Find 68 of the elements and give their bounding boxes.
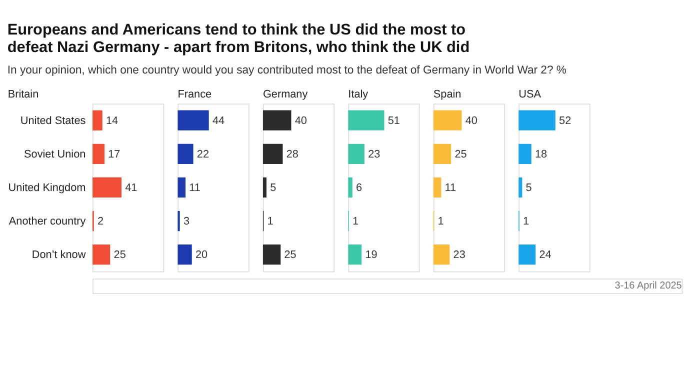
bar xyxy=(178,177,186,198)
data-label: 20 xyxy=(195,249,208,262)
text: Europeans and Americans tend to think the US did the most to defeat Nazi Germany - apart from Britons, who think the UK did xyxy=(7,22,470,56)
data-label: 19 xyxy=(365,249,378,262)
bar xyxy=(178,110,209,130)
data-label: 22 xyxy=(196,148,210,161)
bar xyxy=(348,144,364,164)
y-tick-label: United States xyxy=(20,115,86,127)
data-label: 6 xyxy=(356,182,362,194)
bar xyxy=(348,244,362,265)
chart-title: Britain xyxy=(8,88,39,100)
data-label: 25 xyxy=(114,249,126,262)
data-label: 40 xyxy=(465,115,478,127)
bar xyxy=(433,244,450,265)
data-label: 25 xyxy=(454,148,467,161)
bar xyxy=(178,244,192,265)
data-label: 3 xyxy=(183,216,190,228)
bar xyxy=(518,110,556,130)
y-tick-label: Soviet Union xyxy=(24,148,86,161)
bar xyxy=(92,244,110,265)
data-label: 24 xyxy=(539,249,552,262)
bar xyxy=(178,144,194,164)
data-label: 25 xyxy=(284,249,296,262)
data-label: 5 xyxy=(270,182,276,194)
bar xyxy=(518,244,536,265)
data-label: 2 xyxy=(98,216,104,228)
bar xyxy=(262,177,266,198)
bar xyxy=(433,144,452,164)
bar xyxy=(92,110,102,130)
bar xyxy=(518,177,522,198)
bar xyxy=(348,110,384,130)
bar xyxy=(262,144,283,164)
data-label: 23 xyxy=(368,148,380,161)
data-label: 1 xyxy=(522,216,530,228)
bar xyxy=(518,144,532,164)
bar xyxy=(433,110,462,130)
data-label: 41 xyxy=(125,182,138,194)
text: 3-16 April 2025 xyxy=(614,280,682,292)
bar xyxy=(262,110,292,130)
data-label: 40 xyxy=(294,115,307,127)
data-label: 44 xyxy=(212,115,225,127)
data-label: 23 xyxy=(453,249,466,262)
data-label: 11 xyxy=(189,182,200,194)
data-label: 51 xyxy=(388,115,400,127)
chart-title: Spain xyxy=(433,88,462,100)
chart-title: Italy xyxy=(348,88,369,100)
chart-title: Germany xyxy=(262,88,308,100)
data-label: 17 xyxy=(108,148,120,161)
data-label: 18 xyxy=(534,148,548,161)
bar xyxy=(92,144,105,164)
data-label: 52 xyxy=(559,115,572,127)
data-label: 11 xyxy=(444,182,456,194)
chart-title: France xyxy=(178,88,212,100)
bar xyxy=(262,244,281,265)
bar xyxy=(348,177,352,198)
text: In your opinion, which one country would you say contributed most to the defeat of Germany in World War 2? % xyxy=(7,64,567,77)
bar xyxy=(433,177,442,198)
data-label: 1 xyxy=(267,216,274,228)
data-label: 5 xyxy=(526,182,532,194)
bar xyxy=(92,177,122,198)
data-label: 1 xyxy=(352,216,359,228)
y-tick-label: Don’t know xyxy=(32,249,86,262)
y-tick-label: Another country xyxy=(8,216,86,228)
y-tick-label: United Kingdom xyxy=(8,182,86,194)
data-label: 1 xyxy=(438,216,444,228)
chart-title: USA xyxy=(518,88,542,100)
data-label: 14 xyxy=(106,115,118,127)
data-label: 28 xyxy=(286,148,298,161)
